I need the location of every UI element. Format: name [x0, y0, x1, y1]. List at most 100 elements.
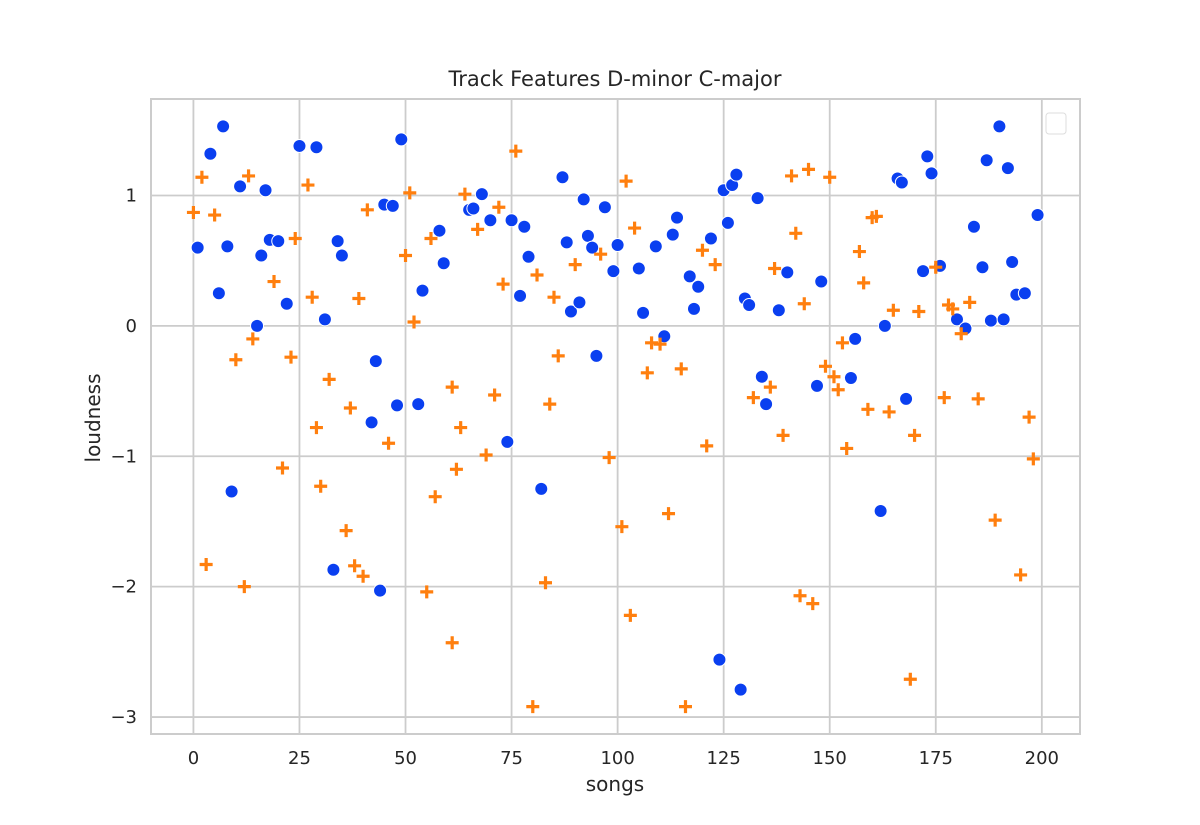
y-tick-label: 1 — [126, 185, 137, 206]
data-point-circle — [873, 504, 888, 519]
data-point-plus — [908, 428, 922, 442]
data-point-plus — [746, 391, 760, 405]
data-point-plus — [526, 700, 540, 714]
data-point-circle — [1017, 286, 1032, 301]
data-point-plus — [678, 700, 692, 714]
data-point-plus — [305, 290, 319, 304]
data-point-circle — [250, 318, 265, 333]
data-point-circle — [411, 397, 426, 412]
data-point-circle — [190, 240, 205, 255]
data-point-circle — [534, 481, 549, 496]
data-point-plus — [314, 479, 328, 493]
data-point-plus — [208, 208, 222, 222]
data-point-circle — [916, 264, 931, 279]
data-point-circle — [814, 274, 829, 289]
data-point-circle — [729, 167, 744, 182]
data-point-plus — [903, 672, 917, 686]
data-point-circle — [271, 234, 286, 249]
data-point-plus — [861, 402, 875, 416]
data-point-circle — [254, 248, 269, 263]
data-point-plus — [818, 359, 832, 373]
x-tick-label: 150 — [813, 748, 847, 769]
data-point-circle — [211, 286, 226, 301]
data-point-circle — [610, 238, 625, 253]
data-point-plus — [568, 258, 582, 272]
x-tick-label: 125 — [706, 748, 740, 769]
data-point-plus — [449, 462, 463, 476]
data-point-circle — [899, 391, 914, 406]
y-tick-label: −3 — [110, 707, 137, 728]
data-point-circle — [636, 305, 651, 320]
data-point-circle — [368, 354, 383, 369]
data-point-plus — [428, 490, 442, 504]
data-point-plus — [937, 391, 951, 405]
y-tick-label: −2 — [110, 577, 137, 598]
data-point-plus — [267, 275, 281, 289]
data-point-circle — [432, 223, 447, 238]
plot-frame — [150, 98, 1081, 735]
data-point-plus — [356, 569, 370, 583]
data-point-plus — [882, 405, 896, 419]
data-point-plus — [653, 337, 667, 351]
data-point-plus — [797, 297, 811, 311]
data-point-circle — [754, 369, 769, 384]
data-point-plus — [496, 277, 510, 291]
data-point-circle — [983, 313, 998, 328]
data-point-plus — [674, 362, 688, 376]
y-tick-label: −1 — [110, 446, 137, 467]
data-point-circle — [466, 201, 481, 216]
data-point-circle — [742, 298, 757, 313]
data-point-circle — [330, 234, 345, 249]
data-point-circle — [279, 296, 294, 311]
data-point-plus — [869, 209, 883, 223]
data-point-plus — [1026, 452, 1040, 466]
data-point-circle — [877, 318, 892, 333]
data-point-plus — [602, 451, 616, 465]
data-point-plus — [971, 392, 985, 406]
data-point-circle — [606, 264, 621, 279]
data-point-plus — [199, 557, 213, 571]
data-point-plus — [420, 585, 434, 599]
data-point-plus — [852, 245, 866, 259]
data-point-circle — [563, 304, 578, 319]
data-point-plus — [640, 366, 654, 380]
data-point-circle — [979, 153, 994, 168]
data-point-circle — [555, 170, 570, 185]
scatter-points — [186, 119, 1045, 714]
x-tick-label: 25 — [288, 748, 311, 769]
data-point-circle — [920, 149, 935, 164]
data-point-plus — [1022, 410, 1036, 424]
data-point-plus — [322, 372, 336, 386]
data-point-plus — [360, 203, 374, 217]
data-point-circle — [258, 183, 273, 198]
data-point-circle — [665, 227, 680, 242]
data-point-plus — [288, 232, 302, 246]
data-point-plus — [492, 200, 506, 214]
data-point-plus — [708, 258, 722, 272]
data-point-plus — [662, 507, 676, 521]
data-point-plus — [471, 222, 485, 236]
data-point-plus — [382, 436, 396, 450]
data-point-circle — [924, 166, 939, 181]
data-point-circle — [373, 583, 388, 598]
data-point-circle — [759, 397, 774, 412]
data-point-circle — [364, 415, 379, 430]
data-point-plus — [479, 448, 493, 462]
data-point-plus — [445, 636, 459, 650]
data-point-plus — [399, 248, 413, 262]
data-point-circle — [576, 192, 591, 207]
data-point-plus — [445, 380, 459, 394]
data-point-plus — [793, 589, 807, 603]
data-point-circle — [780, 265, 795, 280]
data-point-circle — [703, 231, 718, 246]
data-point-plus — [835, 336, 849, 350]
data-point-plus — [623, 608, 637, 622]
data-point-plus — [628, 221, 642, 235]
data-point-plus — [301, 178, 315, 192]
data-point-circle — [580, 228, 595, 243]
data-point-circle — [504, 213, 519, 228]
data-point-plus — [802, 162, 816, 176]
data-point-circle — [1000, 161, 1015, 176]
x-tick-label: 0 — [188, 748, 199, 769]
